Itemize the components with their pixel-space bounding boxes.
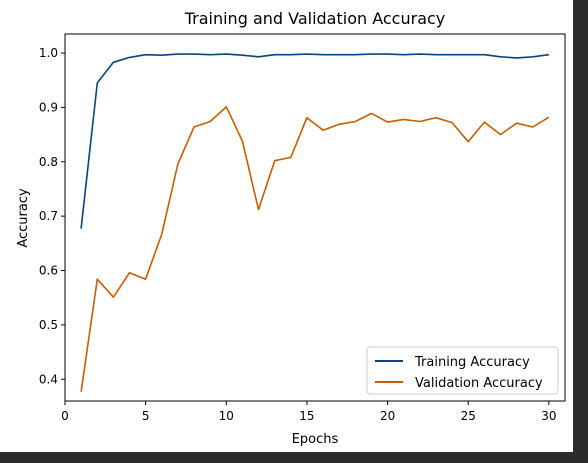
- y-tick-label: 0.4: [39, 372, 58, 386]
- x-tick-label: 20: [380, 409, 395, 423]
- y-tick-label: 0.7: [39, 209, 58, 223]
- legend-label-validation: Validation Accuracy: [415, 376, 543, 391]
- y-axis-label: Accuracy: [16, 188, 31, 248]
- x-tick-label: 0: [61, 409, 69, 423]
- x-tick-label: 30: [541, 409, 556, 423]
- legend-label-training: Training Accuracy: [414, 355, 530, 370]
- series-line-validation: [80, 106, 550, 392]
- x-axis-label: Epochs: [292, 432, 339, 447]
- y-tick-label: 0.8: [39, 155, 58, 169]
- y-tick-label: 0.9: [39, 100, 58, 114]
- x-tick-label: 25: [461, 409, 476, 423]
- accuracy-chart: Training and Validation Accuracy 0 5 10 15 2…: [16, 9, 566, 447]
- plot-area-border: [64, 33, 566, 402]
- legend-box: [366, 346, 559, 395]
- legend: Training Accuracy Validation Accuracy: [366, 346, 559, 395]
- y-tick-label: 1.0: [39, 46, 58, 60]
- series-line-training: [80, 53, 550, 229]
- y-tick-label: 0.6: [39, 264, 58, 278]
- x-tick-label: 10: [219, 409, 234, 423]
- y-tick-label: 0.5: [39, 318, 58, 332]
- x-tick-label: 15: [299, 409, 314, 423]
- x-tick-label: 5: [142, 409, 150, 423]
- figure-frame: Training and Validation Accuracy 0 5 10 15 2…: [0, 0, 573, 452]
- chart-title: Training and Validation Accuracy: [184, 9, 446, 28]
